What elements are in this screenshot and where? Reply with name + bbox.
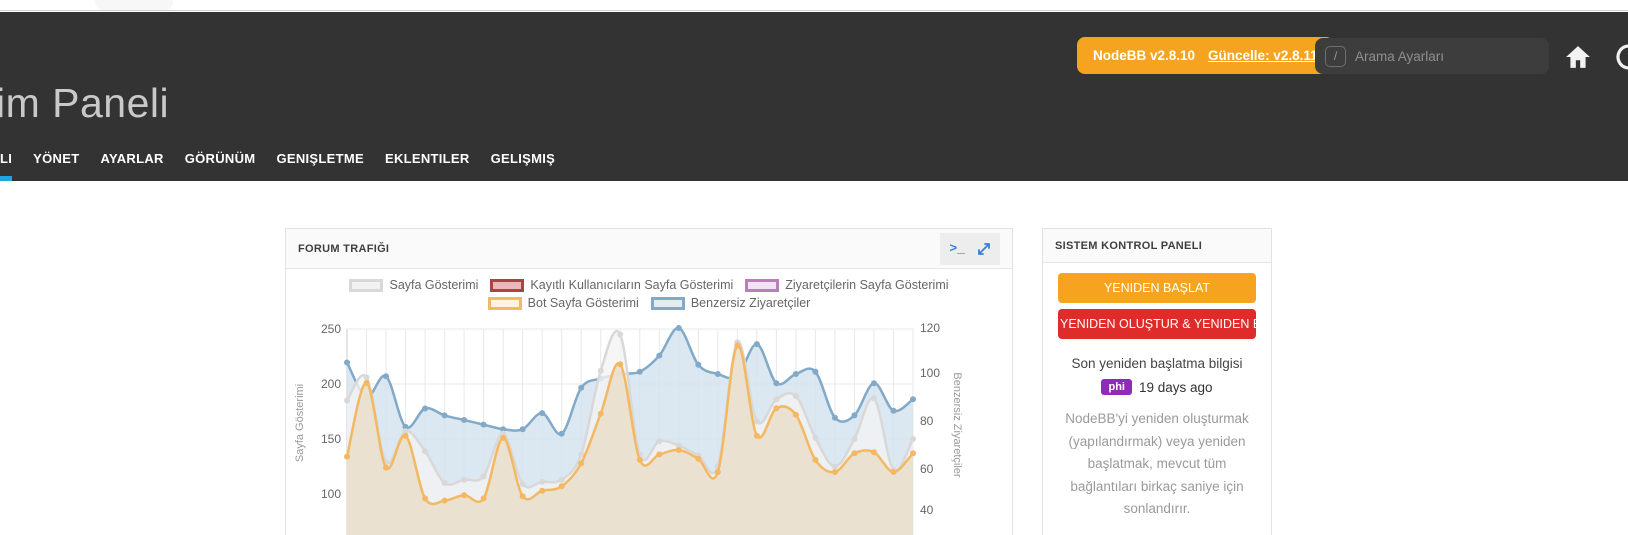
- traffic-chart: 250 200 150 100 120 100 80 60 40 Sayfa Gösterimi B…: [294, 321, 963, 535]
- forum-traffic-title: FORUM TRAFIĞI: [298, 242, 390, 255]
- legend-label: Kayıtlı Kullanıcıların Sayfa Gösterimi: [530, 278, 734, 292]
- svg-text:100: 100: [920, 366, 940, 380]
- legend-item-0[interactable]: Sayfa Gösterimi: [349, 278, 478, 292]
- chart-toolbar: >_: [940, 232, 1000, 265]
- slash-key-icon: /: [1325, 45, 1346, 67]
- legend-swatch: [745, 278, 780, 292]
- nav-tab-2[interactable]: AYARLAR: [100, 150, 164, 166]
- restart-time: 19 days ago: [1138, 379, 1213, 395]
- restart-button[interactable]: YENIDEN BAŞLAT: [1058, 273, 1256, 303]
- svg-text:100: 100: [321, 487, 341, 501]
- update-link[interactable]: Güncelle: v2.8.11: [1208, 48, 1318, 63]
- nav-tab-0[interactable]: LI: [0, 141, 13, 181]
- legend-item-4[interactable]: Benzersiz Ziyaretçiler: [650, 296, 811, 310]
- search-input[interactable]: [1355, 48, 1539, 64]
- right-axis-label: Benzersiz Ziyaretçiler: [951, 372, 963, 477]
- svg-text:60: 60: [920, 462, 934, 476]
- axis-ticks: 250 200 150 100 120 100 80 60 40: [321, 321, 940, 517]
- last-restart-label: Son yeniden başlatma bilgisi: [1071, 356, 1243, 371]
- svg-text:150: 150: [321, 432, 341, 446]
- svg-text:40: 40: [920, 503, 934, 517]
- legend-swatch: [490, 278, 525, 292]
- home-icon[interactable]: [1562, 41, 1594, 73]
- browser-tab-remnant: [95, 0, 173, 10]
- admin-header: im Paneli NodeBB v2.8.10 Güncelle: v2.8.…: [0, 12, 1628, 181]
- svg-text:80: 80: [920, 414, 934, 428]
- svg-text:120: 120: [920, 321, 940, 335]
- legend-item-3[interactable]: Bot Sayfa Gösterimi: [487, 296, 639, 310]
- svg-text:200: 200: [321, 377, 341, 391]
- legend-swatch: [349, 278, 384, 292]
- svg-text:250: 250: [321, 322, 341, 336]
- nav-tab-6[interactable]: GELIŞMIŞ: [490, 150, 556, 166]
- nav-tab-3[interactable]: GÖRÜNÜM: [184, 150, 256, 166]
- left-axis-label: Sayfa Gösterimi: [294, 384, 306, 462]
- legend-swatch: [650, 296, 685, 310]
- system-panel-header: SISTEM KONTROL PANELI: [1043, 229, 1271, 263]
- rebuild-restart-button[interactable]: YENIDEN OLUŞTUR & YENIDEN BAŞLAT: [1058, 309, 1256, 339]
- legend-swatch: [487, 296, 522, 310]
- rebuild-info-text: NodeBB'yi yeniden oluşturmak (yapılandır…: [1065, 411, 1249, 516]
- system-panel-body: YENIDEN BAŞLAT YENIDEN OLUŞTUR & YENIDEN…: [1043, 263, 1271, 535]
- system-panel-title: SISTEM KONTROL PANELI: [1055, 239, 1203, 252]
- user-badge[interactable]: phi: [1101, 379, 1132, 395]
- nav-tab-1[interactable]: YÖNET: [33, 150, 80, 166]
- legend-label: Sayfa Gösterimi: [389, 278, 479, 292]
- version-label: NodeBB v2.8.10: [1093, 48, 1196, 63]
- terminal-icon[interactable]: >_: [949, 241, 965, 256]
- last-restart-info: phi 19 days ago: [1058, 379, 1256, 395]
- system-control-panel: SISTEM KONTROL PANELI YENIDEN BAŞLAT YEN…: [1042, 228, 1272, 535]
- legend-label: Bot Sayfa Gösterimi: [527, 296, 639, 310]
- version-badge: NodeBB v2.8.10 Güncelle: v2.8.11: [1077, 37, 1334, 74]
- nav-tab-4[interactable]: GENIŞLETME: [276, 150, 364, 166]
- nav-tab-5[interactable]: EKLENTILER: [384, 150, 470, 166]
- search-box[interactable]: /: [1315, 38, 1549, 74]
- forum-traffic-header: FORUM TRAFIĞI >_: [286, 229, 1012, 269]
- series-3: [344, 342, 916, 535]
- chart-legend: Sayfa Gösterimi Kayıtlı Kullanıcıların Sa…: [299, 278, 999, 310]
- legend-item-2[interactable]: Ziyaretçilerin Sayfa Gösterimi: [745, 278, 949, 292]
- legend-label: Benzersiz Ziyaretçiler: [690, 296, 811, 310]
- expand-icon[interactable]: [977, 242, 991, 256]
- page-title: im Paneli: [0, 80, 170, 126]
- refresh-icon[interactable]: [1612, 40, 1628, 74]
- top-strip: [0, 0, 1628, 11]
- admin-nav: LI YÖNET AYARLAR GÖRÜNÜM GENIŞLETME EKLENTILE…: [0, 141, 555, 181]
- legend-label: Ziyaretçilerin Sayfa Gösterimi: [785, 278, 949, 292]
- forum-traffic-panel: FORUM TRAFIĞI >_ Sayfa Gösterimi Kayıtlı …: [285, 228, 1013, 535]
- legend-item-1[interactable]: Kayıtlı Kullanıcıların Sayfa Gösterimi: [490, 278, 733, 292]
